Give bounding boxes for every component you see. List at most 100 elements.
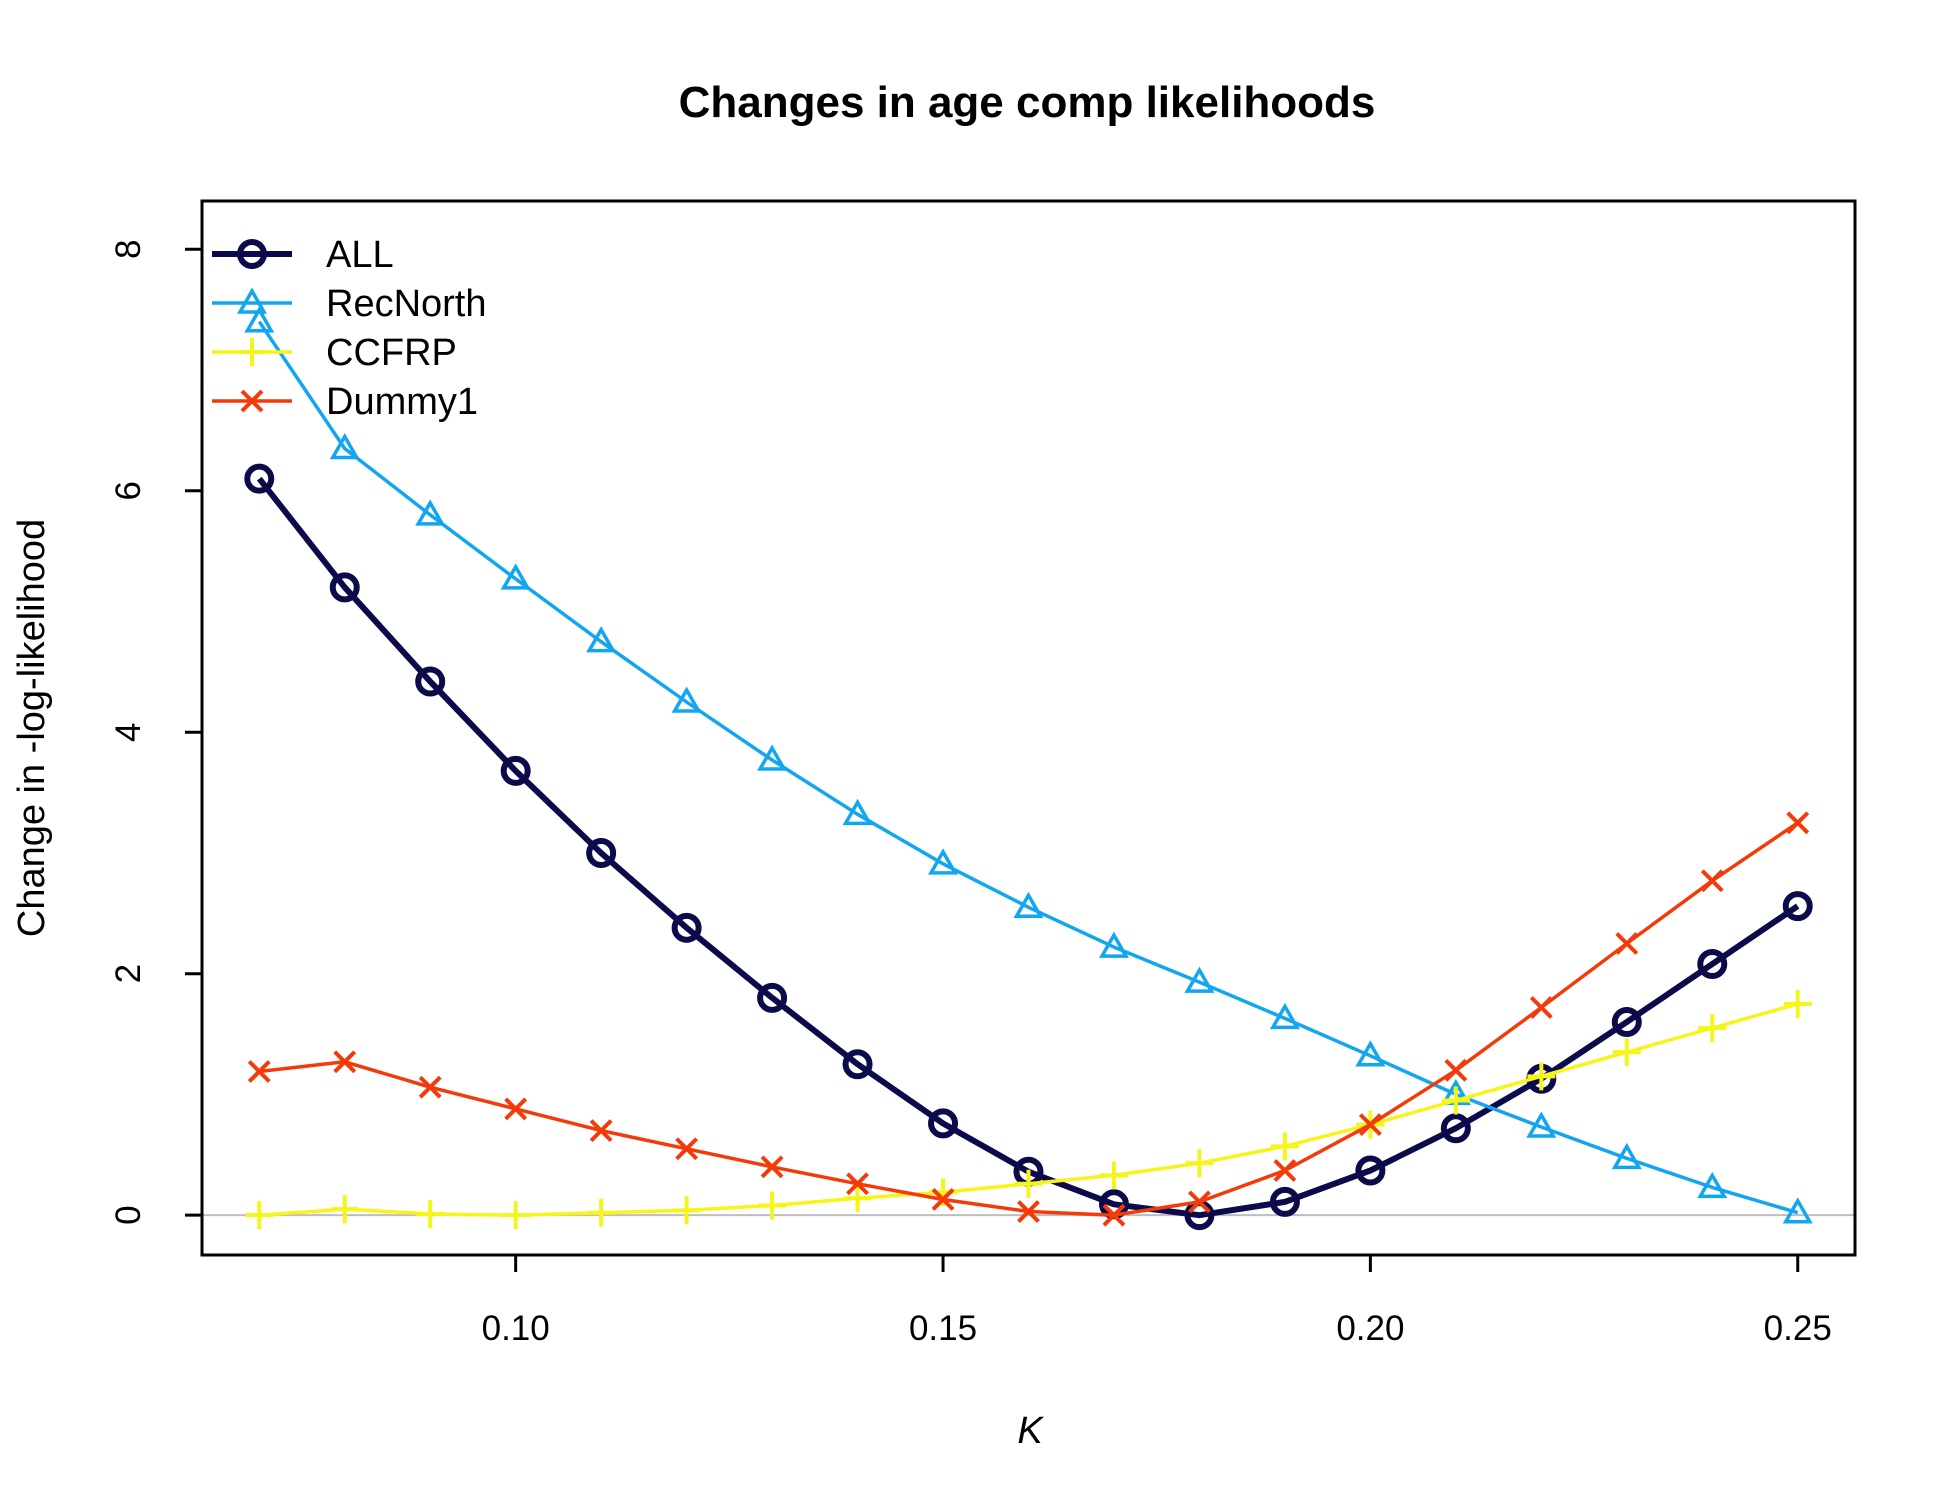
legend-marker: [236, 287, 268, 314]
data-point-dummy1: [1188, 1190, 1211, 1214]
data-point-all: [842, 1049, 873, 1080]
legend-label: ALL: [326, 234, 394, 276]
data-point-dummy1: [1358, 1113, 1382, 1137]
data-point-all: [928, 1108, 959, 1139]
x-axis: 0.10 0.15 0.20 0.25: [482, 1253, 1832, 1348]
data-point-recnorth: [586, 626, 617, 653]
legend-item-dummy1: Dummy1: [212, 381, 478, 423]
data-point-ccfrp: [1527, 1062, 1556, 1091]
y-tick-label: 2: [109, 964, 148, 983]
data-point-dummy1: [846, 1172, 869, 1196]
data-point-all: [1611, 1006, 1642, 1037]
series-dummy1: [247, 811, 1810, 1227]
data-point-recnorth: [500, 563, 531, 590]
x-tick-label: 0.10: [482, 1309, 550, 1348]
data-point-all: [586, 837, 617, 868]
data-point-recnorth: [842, 798, 873, 826]
legend-marker: [237, 239, 267, 269]
data-point-ccfrp: [1783, 989, 1812, 1018]
legend-item-all: ALL: [212, 234, 394, 276]
series-line-all: [256, 476, 1800, 1219]
data-point-recnorth: [1184, 966, 1215, 993]
data-point-ccfrp: [672, 1196, 701, 1225]
data-point-all: [329, 572, 360, 603]
data-point-ccfrp: [758, 1191, 787, 1220]
chart-title: Changes in age comp likelihoods: [679, 78, 1376, 127]
data-point-ccfrp: [330, 1195, 359, 1224]
data-point-ccfrp: [1270, 1132, 1299, 1161]
data-point-dummy1: [1615, 932, 1639, 955]
series-line-recnorth: [257, 320, 1799, 1215]
data-point-dummy1: [333, 1050, 357, 1074]
data-point-recnorth: [1355, 1040, 1386, 1067]
data-point-ccfrp: [1185, 1149, 1214, 1178]
data-point-all: [415, 666, 446, 697]
legend-item-recnorth: RecNorth: [212, 283, 487, 325]
data-point-dummy1: [1700, 869, 1724, 893]
series-recnorth: [244, 306, 1813, 1224]
y-tick-label: 8: [109, 240, 148, 259]
data-point-ccfrp: [843, 1184, 872, 1213]
legend-label: CCFRP: [326, 332, 457, 374]
series-layer: [244, 306, 1813, 1231]
data-point-ccfrp: [1441, 1086, 1470, 1115]
y-tick-label: 0: [109, 1205, 148, 1224]
data-point-recnorth: [1526, 1111, 1557, 1138]
y-tick-label: 6: [109, 481, 148, 500]
data-point-recnorth: [1782, 1197, 1813, 1224]
legend-marker: [238, 338, 266, 366]
y-axis-label: Change in -log-likelihood: [11, 519, 53, 937]
x-tick-label: 0.25: [1764, 1309, 1832, 1348]
data-point-dummy1: [760, 1155, 784, 1179]
data-point-dummy1: [1444, 1058, 1468, 1082]
x-axis-label: K: [1017, 1410, 1044, 1452]
data-point-all: [671, 912, 702, 943]
data-point-all: [244, 463, 275, 494]
data-point-dummy1: [247, 1060, 271, 1083]
data-point-all: [1269, 1186, 1300, 1217]
data-point-recnorth: [928, 848, 959, 875]
data-point-ccfrp: [501, 1201, 530, 1230]
data-point-all: [757, 982, 788, 1013]
data-point-recnorth: [1697, 1171, 1728, 1199]
series-all: [244, 463, 1813, 1231]
data-point-recnorth: [244, 306, 275, 333]
data-point-dummy1: [931, 1188, 955, 1211]
data-point-ccfrp: [1014, 1169, 1043, 1198]
data-point-ccfrp: [1099, 1161, 1128, 1190]
data-point-recnorth: [1269, 1002, 1300, 1030]
data-point-dummy1: [1273, 1159, 1297, 1182]
legend: ALL RecNorth CCFRP Dummy1: [212, 234, 487, 423]
data-point-recnorth: [1098, 931, 1129, 958]
legend-item-ccfrp: CCFRP: [212, 332, 457, 374]
data-point-all: [1697, 949, 1728, 980]
data-point-all: [1440, 1113, 1471, 1144]
data-point-ccfrp: [587, 1198, 616, 1227]
data-point-recnorth: [671, 686, 702, 713]
data-point-ccfrp: [1612, 1038, 1641, 1067]
data-point-dummy1: [418, 1075, 442, 1099]
legend-marker: [240, 389, 264, 413]
x-tick-label: 0.15: [909, 1309, 977, 1348]
data-point-all: [500, 755, 531, 786]
data-point-dummy1: [1102, 1203, 1126, 1227]
data-point-recnorth: [1013, 891, 1044, 919]
y-tick-label: 4: [109, 722, 148, 741]
data-point-dummy1: [504, 1097, 528, 1121]
series-line-dummy1: [259, 821, 1799, 1217]
data-point-ccfrp: [1698, 1014, 1727, 1043]
data-point-dummy1: [589, 1119, 613, 1143]
data-point-all: [1782, 891, 1813, 922]
x-tick-label: 0.20: [1336, 1309, 1404, 1348]
data-point-ccfrp: [245, 1201, 274, 1230]
data-point-all: [1355, 1155, 1386, 1186]
data-point-recnorth: [415, 499, 446, 526]
data-point-dummy1: [675, 1137, 699, 1161]
legend-label: RecNorth: [326, 283, 487, 325]
data-point-recnorth: [1611, 1142, 1642, 1170]
data-point-recnorth: [329, 432, 360, 460]
series-ccfrp: [245, 989, 1812, 1230]
legend-label: Dummy1: [326, 381, 478, 423]
data-point-ccfrp: [416, 1199, 445, 1228]
